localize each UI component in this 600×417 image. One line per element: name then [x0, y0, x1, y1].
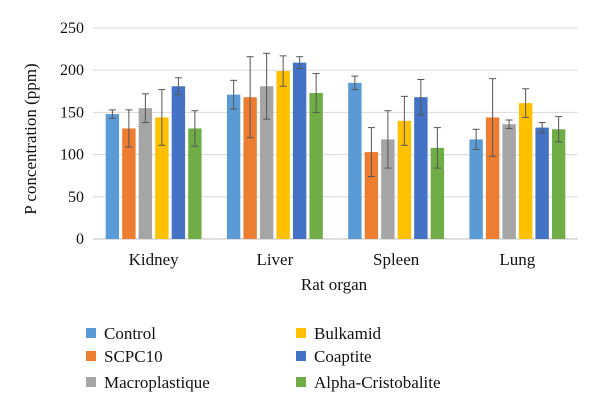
y-tick-label: 50: [68, 189, 84, 206]
error-bar: [158, 89, 166, 146]
legend-swatch: [86, 351, 96, 361]
error-bar: [263, 52, 271, 120]
error-bar: [505, 119, 513, 129]
labels: 0 50 100 150 200 250 Kidney Liver Spleen Lung: [60, 20, 536, 269]
legend-label: Macroplastique: [104, 373, 210, 392]
bar-scpc10-lung: [485, 117, 500, 239]
bar-control-lung: [469, 139, 483, 239]
error-bar: [141, 93, 149, 124]
x-category-label: Liver: [256, 250, 293, 269]
x-category-label: Kidney: [129, 250, 180, 269]
bar-macroplastique-kidney: [138, 108, 153, 240]
error-bar: [433, 127, 441, 169]
error-bar: [522, 88, 530, 118]
error-bar: [246, 56, 254, 139]
error-bar: [312, 73, 320, 113]
legend-label: Alpha-Cristobalite: [314, 373, 441, 392]
legend: Control SCPC10 Macroplastique Bulkamid Coapt…: [86, 324, 441, 392]
bar-coaptite-liver: [292, 62, 307, 239]
y-tick-label: 0: [76, 231, 84, 248]
legend-item: Control: [86, 324, 156, 343]
bar-bulkamid-spleen: [397, 120, 412, 239]
bar-bulkamid-lung: [518, 103, 533, 239]
bar-alpha-cristobalite-kidney: [188, 128, 202, 239]
legend-label: SCPC10: [104, 347, 163, 366]
error-bar: [279, 55, 287, 87]
legend-item: Bulkamid: [296, 324, 382, 343]
bar-control-spleen: [348, 82, 362, 239]
bar-macroplastique-liver: [259, 86, 274, 240]
bars: [105, 62, 566, 240]
y-axis-title: P concentration (ppm): [21, 63, 40, 214]
y-tick-label: 250: [60, 20, 84, 37]
legend-swatch: [86, 328, 96, 338]
error-bars: [108, 52, 563, 178]
bar-scpc10-liver: [243, 97, 257, 239]
error-bar: [174, 77, 182, 96]
error-bar: [108, 109, 116, 119]
bar-control-liver: [226, 94, 241, 240]
bar-alpha-cristobalite-lung: [551, 129, 566, 239]
error-bar: [538, 122, 546, 134]
bar-bulkamid-kidney: [155, 117, 169, 239]
x-category-label: Spleen: [373, 250, 420, 269]
error-bar: [296, 56, 304, 70]
bar-coaptite-spleen: [414, 97, 428, 239]
legend-swatch: [86, 377, 96, 387]
bar-control-kidney: [105, 114, 120, 239]
error-bar: [400, 95, 408, 146]
bar-bulkamid-liver: [276, 71, 290, 239]
legend-label: Control: [104, 324, 156, 343]
error-bar: [555, 116, 563, 143]
legend-item: Macroplastique: [86, 373, 210, 392]
legend-item: SCPC10: [86, 347, 163, 366]
error-bar: [125, 109, 133, 148]
bar-scpc10-spleen: [364, 152, 379, 239]
y-tick-label: 150: [60, 104, 84, 121]
y-tick-label: 200: [60, 62, 84, 79]
legend-swatch: [296, 328, 306, 338]
bar-macroplastique-spleen: [381, 139, 395, 239]
error-bar: [489, 78, 497, 157]
legend-item: Alpha-Cristobalite: [296, 373, 441, 392]
bar-coaptite-lung: [535, 127, 549, 239]
x-category-label: Lung: [499, 250, 535, 269]
bar-macroplastique-lung: [502, 124, 516, 239]
legend-swatch: [296, 377, 306, 387]
legend-label: Coaptite: [314, 347, 372, 366]
error-bar: [230, 79, 238, 110]
error-bar: [472, 128, 480, 151]
error-bar: [417, 78, 425, 116]
bar-alpha-cristobalite-liver: [309, 92, 323, 239]
error-bar: [384, 110, 392, 169]
legend-label: Bulkamid: [314, 324, 382, 343]
legend-item: Coaptite: [296, 347, 372, 366]
x-axis-title: Rat organ: [301, 275, 368, 294]
bar-coaptite-kidney: [171, 86, 186, 240]
y-tick-label: 100: [60, 147, 84, 164]
legend-swatch: [296, 351, 306, 361]
error-bar: [351, 75, 359, 91]
error-bar: [191, 110, 199, 147]
bar-alpha-cristobalite-spleen: [430, 147, 445, 239]
bar-scpc10-kidney: [122, 128, 136, 239]
error-bar: [367, 127, 375, 178]
